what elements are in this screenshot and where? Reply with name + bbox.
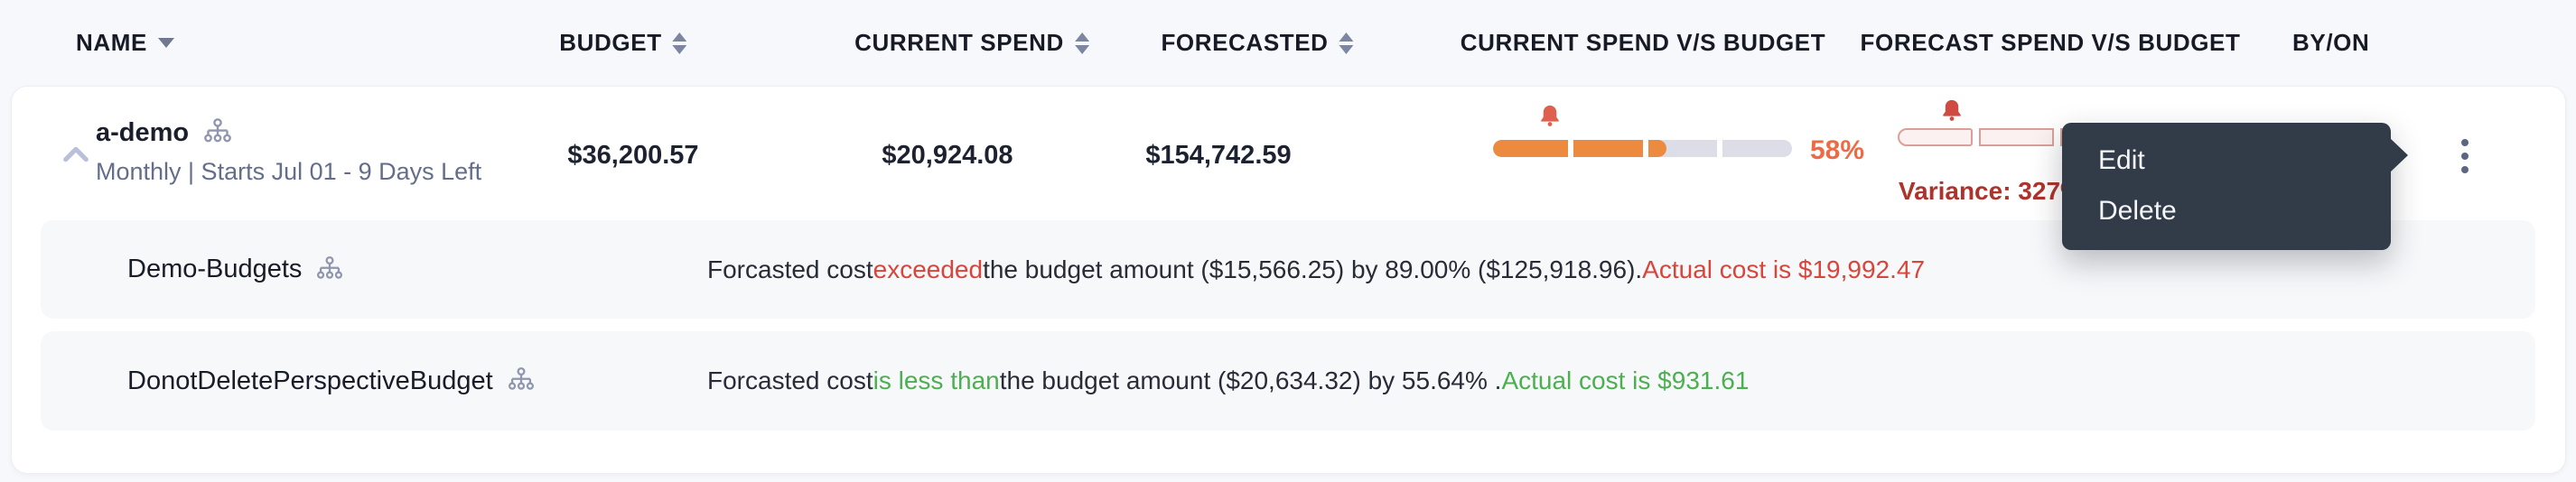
column-label: CURRENT SPEND V/S BUDGET [1460,29,1826,56]
column-header-name[interactable]: NAME [76,29,174,57]
column-label: CURRENT SPEND [854,29,1064,56]
hierarchy-icon[interactable] [314,255,345,285]
table-header: NAME BUDGET CURRENT SPEND FORECASTED CUR… [0,0,2576,86]
hierarchy-icon[interactable] [506,366,537,396]
column-header-forecasted[interactable]: FORECASTED [1161,29,1354,57]
menu-item-delete[interactable]: Delete [2098,196,2177,226]
forecasted-amount: $154,742.59 [1145,141,1292,170]
forecast-message: Forcasted cost exceeded the budget amoun… [707,220,1925,319]
current-vs-budget-cell: 58% [1493,103,1881,165]
chevron-down-icon[interactable] [157,38,174,48]
variance-text: Variance: 327% [1899,177,2083,205]
spend-progress-fill [1493,140,1666,157]
column-header-by-on: BY/ON [2292,29,2369,57]
column-label: BY/ON [2292,29,2370,56]
message-actual-cost: Actual cost is $931.61 [1501,366,1750,394]
sort-icon[interactable] [1074,32,1089,54]
column-label: FORECASTED [1161,29,1329,56]
budget-name: a-demo [96,117,190,147]
context-menu-arrow [2390,138,2408,172]
budget-schedule: Monthly | Starts Jul 01 - 9 Days Left [96,158,482,185]
context-menu: Edit Delete [2062,123,2408,250]
message-text: Forcasted cost [707,366,873,394]
spend-percent-label: 58% [1810,135,1865,165]
sort-icon[interactable] [1339,32,1354,54]
column-label: FORECAST SPEND V/S BUDGET [1860,29,2241,56]
message-actual-cost: Actual cost is $19,992.47 [1642,255,1926,283]
spend-progress-bar [1493,140,1792,157]
column-header-current-vs-budget: CURRENT SPEND V/S BUDGET [1461,29,1825,57]
sub-budget-row: DonotDeletePerspectiveBudget Forcasted c… [41,331,2535,431]
current-spend-amount: $20,924.08 [882,141,1013,170]
column-header-budget[interactable]: BUDGET [559,29,687,57]
message-keyword: is less than [873,366,1000,394]
column-label: NAME [76,29,147,56]
message-text: Forcasted cost [707,255,873,283]
alert-bell-icon [1535,103,1565,134]
alert-bell-icon [1937,97,1967,128]
column-header-current-spend[interactable]: CURRENT SPEND [854,29,1089,57]
message-text: the budget amount ($20,634.32) by 55.64%… [999,366,1502,394]
budget-amount: $36,200.57 [567,141,699,170]
collapse-chevron-icon[interactable] [61,141,91,168]
row-actions-kebab-icon[interactable] [2447,136,2483,176]
sub-budget-name: Demo-Budgets [127,255,303,283]
budget-name-block: a-demo Monthly | Starts Jul 01 - 9 Days … [96,116,481,186]
column-header-forecast-vs-budget: FORECAST SPEND V/S BUDGET [1861,29,2241,57]
column-label: BUDGET [559,29,662,56]
sort-icon[interactable] [672,32,687,54]
message-keyword: exceeded [873,255,984,283]
sub-budget-name: DonotDeletePerspectiveBudget [127,366,493,395]
message-text: the budget amount ($15,566.25) by 89.00%… [983,255,1643,283]
hierarchy-icon[interactable] [201,116,234,149]
menu-item-edit[interactable]: Edit [2098,145,2145,175]
forecast-message: Forcasted cost is less than the budget a… [707,331,1749,431]
